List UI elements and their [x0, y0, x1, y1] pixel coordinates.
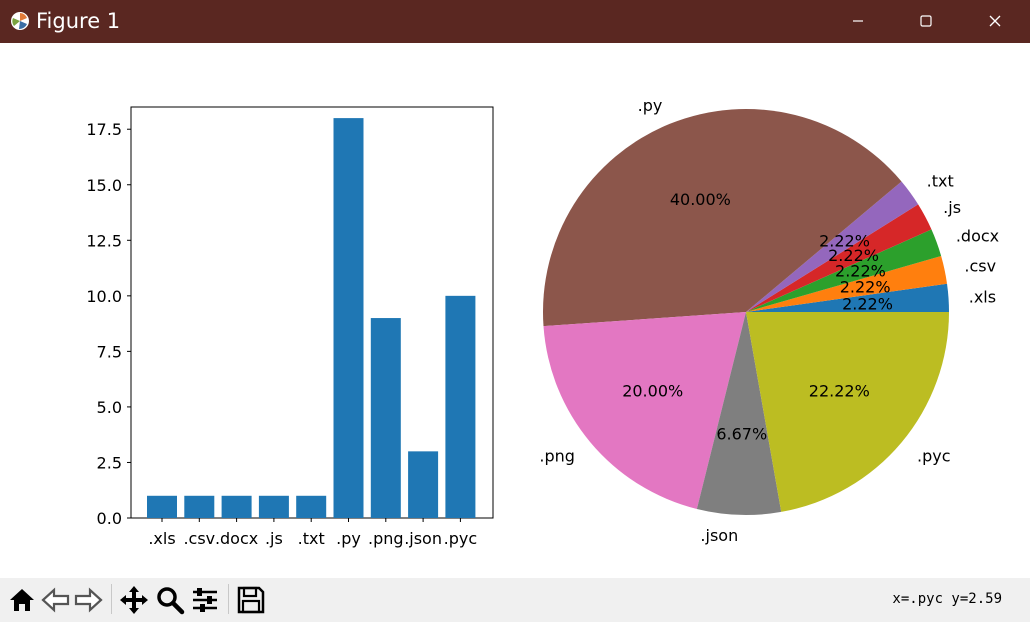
coordinate-readout: x=.pyc y=2.59 — [892, 591, 1002, 607]
configure-subplots-button[interactable] — [189, 584, 221, 616]
y-tick-label: 15.0 — [86, 176, 122, 195]
pie-slice — [746, 256, 948, 312]
zoom-icon — [157, 587, 185, 615]
back-button[interactable] — [40, 584, 72, 616]
y-tick-label: 7.5 — [97, 342, 122, 361]
x-tick-label: .png — [368, 529, 404, 548]
pie-percent-label: 22.22% — [809, 381, 870, 400]
save-button[interactable] — [235, 584, 267, 616]
y-tick-label: 17.5 — [86, 120, 122, 139]
x-tick-label: .json — [404, 529, 442, 548]
x-tick-label: .xls — [148, 529, 175, 548]
figure-svg: 0.02.55.07.510.012.515.017.5 .xls .csv .do… — [86, 96, 999, 548]
bar — [147, 495, 177, 518]
forward-button[interactable] — [72, 584, 104, 616]
pan-button[interactable] — [118, 584, 150, 616]
forward-arrow-icon — [74, 587, 103, 613]
bar — [333, 118, 364, 519]
bar — [296, 495, 327, 518]
pie-category-label: .py — [638, 96, 663, 115]
pie-category-label: .docx — [956, 227, 999, 246]
title-bar: Figure 1 — [0, 0, 1030, 43]
pie-category-label: .pyc — [917, 447, 951, 466]
toolbar-separator — [228, 584, 229, 614]
pie-slice — [746, 229, 942, 312]
back-arrow-icon — [41, 587, 70, 613]
pie-percent-label: 2.22% — [835, 261, 886, 280]
home-icon — [10, 589, 34, 611]
window-title: Figure 1 — [36, 9, 121, 33]
pie-percent-label: 6.67% — [716, 425, 767, 444]
minimize-icon — [853, 20, 863, 22]
bar — [184, 495, 215, 518]
save-icon — [237, 586, 265, 614]
close-icon — [989, 15, 1001, 27]
bar-y-axis: 0.0 2.5 5.0 7.5 10.0 12.5 15.0 17.5 — [86, 120, 131, 528]
pie-chart: .xls .csv .docx .js .txt .py .png .json .pyc 2.2… — [539, 96, 999, 545]
configure-subplots-icon — [193, 588, 217, 612]
minimize-button[interactable] — [824, 0, 892, 43]
y-tick-label: 5.0 — [97, 398, 122, 417]
y-tick-label: 12.5 — [86, 231, 122, 250]
bar — [370, 318, 401, 518]
pie-percent-label: 2.22% — [828, 246, 879, 265]
pie-category-label: .js — [943, 198, 961, 217]
pie-category-label: .png — [539, 447, 575, 466]
pie-slice — [696, 312, 782, 516]
pie-slice — [542, 108, 902, 327]
bar — [408, 451, 439, 518]
bar — [445, 295, 476, 518]
toolbar-separator — [111, 584, 112, 614]
pie-percent-label: 40.00% — [670, 190, 731, 209]
y-tick-label: 2.5 — [97, 453, 122, 472]
navigation-toolbar: x=.pyc y=2.59 — [0, 578, 1030, 622]
pie-slice — [746, 312, 949, 512]
bar — [258, 495, 289, 518]
x-tick-label: .pyc — [444, 529, 478, 548]
bar-axes-frame — [130, 106, 494, 519]
pie-category-labels: .xls .csv .docx .js .txt .py .png .json .pyc — [539, 96, 999, 545]
bar-x-axis: .xls .csv .docx .js .txt .py .png .json .pyc — [148, 518, 477, 548]
pie-percent-label: 2.22% — [840, 278, 891, 297]
pie-slice — [746, 204, 932, 312]
bar-chart: 0.0 2.5 5.0 7.5 10.0 12.5 15.0 17.5 .xls .csv .do… — [86, 106, 494, 548]
x-tick-label: .docx — [215, 529, 258, 548]
pie-percent-labels: 2.22%2.22%2.22%2.22%2.22%40.00%20.00%6.6… — [622, 190, 893, 444]
home-button[interactable] — [6, 584, 38, 616]
pie-slices — [542, 108, 949, 516]
bar-series — [147, 118, 476, 519]
x-tick-label: .js — [265, 529, 283, 548]
figure-canvas[interactable]: 0.0 2.5 5.0 7.5 10.0 12.5 15.0 17.5 .xls .csv .do… — [0, 43, 1030, 578]
pie-slice — [543, 312, 746, 509]
pie-category-label: .json — [700, 526, 738, 545]
pie-slice — [746, 283, 949, 312]
y-tick-label: 0.0 — [97, 509, 122, 528]
pie-percent-label: 20.00% — [622, 381, 683, 400]
matplotlib-app-icon — [11, 12, 29, 30]
pie-percent-label: 2.22% — [819, 231, 870, 250]
pie-category-label: .xls — [969, 287, 996, 306]
pie-category-label: .csv — [964, 257, 996, 276]
pie-slice — [746, 181, 919, 312]
maximize-button[interactable] — [892, 0, 960, 43]
pie-category-label: .txt — [927, 172, 954, 191]
x-tick-label: .txt — [298, 529, 325, 548]
maximize-icon — [920, 15, 932, 27]
bar — [221, 495, 252, 518]
pan-icon — [120, 586, 148, 614]
close-button[interactable] — [961, 0, 1029, 43]
pie-percent-label: 2.22% — [842, 295, 893, 314]
y-tick-label: 10.0 — [86, 287, 122, 306]
x-tick-label: .csv — [183, 529, 215, 548]
x-tick-label: .py — [336, 529, 361, 548]
zoom-button[interactable] — [154, 584, 186, 616]
